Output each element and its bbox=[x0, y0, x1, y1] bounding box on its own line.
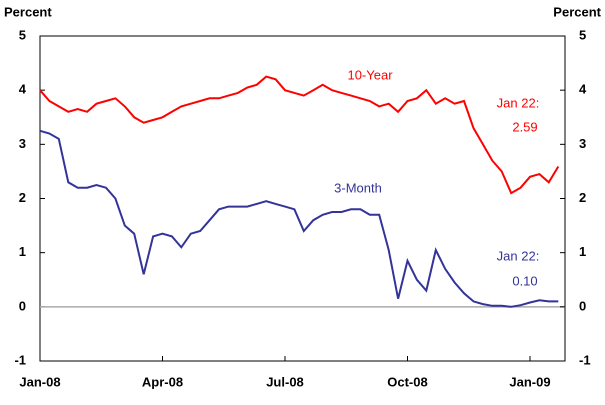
series-label: 10-Year bbox=[347, 67, 393, 82]
annotation: Jan 22: bbox=[497, 248, 540, 263]
y2-tick-label: 1 bbox=[579, 244, 586, 259]
x-tick-label: Apr-08 bbox=[142, 374, 183, 389]
series-line bbox=[39, 75, 560, 195]
y2-tick-label: 0 bbox=[579, 298, 586, 313]
y2-tick-label: 4 bbox=[579, 82, 587, 97]
y2-tick-label: 2 bbox=[579, 190, 586, 205]
y-axis-label: Percent bbox=[4, 4, 52, 19]
x-tick-label: Jul-08 bbox=[266, 374, 304, 389]
y-tick-label: 4 bbox=[19, 82, 27, 97]
x-tick-label: Jan-08 bbox=[19, 374, 60, 389]
annotation: 0.10 bbox=[512, 273, 537, 288]
series-label: 3-Month bbox=[334, 180, 382, 195]
y-tick-label: -1 bbox=[14, 352, 26, 367]
y2-tick-label: 3 bbox=[579, 136, 586, 151]
y2-tick-label: 5 bbox=[579, 27, 586, 42]
y-tick-label: 3 bbox=[19, 136, 26, 151]
plot-frame bbox=[39, 35, 566, 362]
y-tick-label: 2 bbox=[19, 190, 26, 205]
series-line bbox=[39, 129, 559, 308]
annotation: 2.59 bbox=[512, 119, 537, 134]
annotation: Jan 22: bbox=[497, 95, 540, 110]
y-tick-label: 0 bbox=[19, 298, 26, 313]
x-tick-label: Jan-09 bbox=[509, 374, 550, 389]
y-tick-label: 5 bbox=[19, 27, 26, 42]
x-tick-label: Oct-08 bbox=[387, 374, 427, 389]
y-tick-label: 1 bbox=[19, 244, 26, 259]
y2-axis-label: Percent bbox=[553, 4, 601, 19]
y2-tick-label: -1 bbox=[579, 352, 591, 367]
